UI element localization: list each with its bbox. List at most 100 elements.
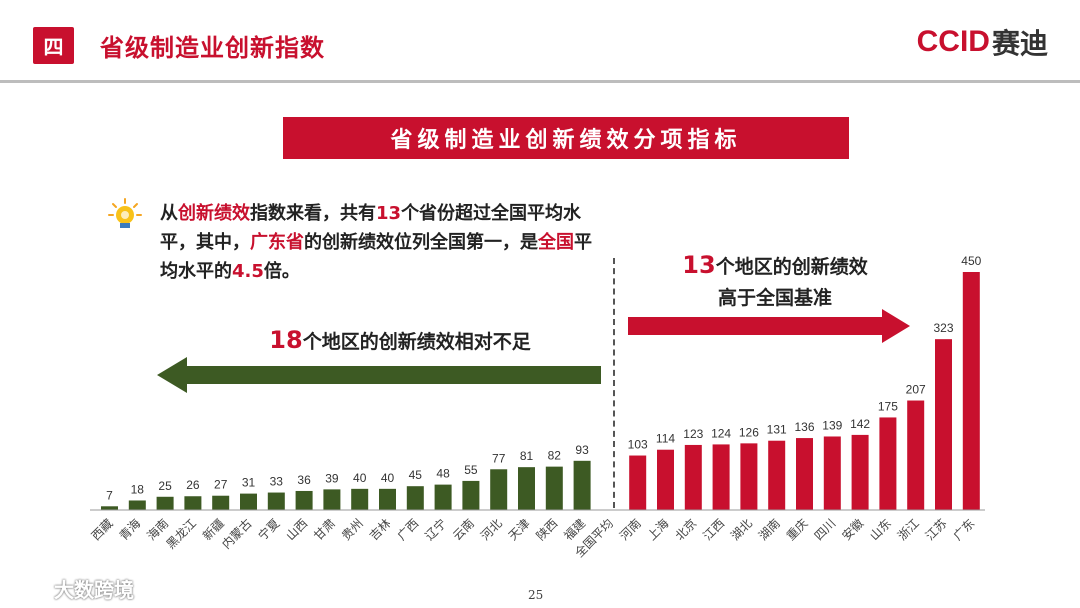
summary-part: 个省份超过全国平均水平，其中， (160, 203, 582, 253)
tick-label-宁夏: 宁夏 (255, 516, 283, 544)
tick-label-广东: 广东 (951, 516, 978, 543)
bar-湖南 (768, 440, 786, 510)
page-title: 省级制造业创新指数 (100, 34, 325, 62)
left-arrow-icon (157, 357, 601, 393)
watermark-text: 大数跨境 (54, 578, 134, 602)
data-label-青海: 18 (131, 482, 145, 496)
bar-广西 (406, 486, 424, 510)
tick-label-贵州: 贵州 (339, 516, 366, 543)
data-label-浙江: 207 (906, 383, 926, 397)
bar-重庆 (796, 438, 813, 510)
summary-text: 从创新绩效指数来看，共有13个省份超过全国平均水平，其中，广东省的创新绩效位列全… (160, 199, 605, 286)
above-average-count: 13 (682, 251, 716, 279)
summary-part: 指数来看，共有 (250, 203, 376, 224)
section-badge: 四 (33, 27, 74, 64)
above-average-text2: 高于全国基准 (717, 287, 832, 309)
bar-新疆 (212, 495, 230, 510)
summary-part: 平均水平的 (160, 232, 592, 282)
bar-北京 (684, 444, 702, 510)
bar-西藏 (101, 506, 118, 510)
summary-highlight: 广东省 (250, 232, 304, 253)
tick-label-浙江: 浙江 (895, 516, 922, 543)
bar-内蒙古 (240, 493, 257, 510)
tick-label-北京: 北京 (673, 516, 700, 543)
summary-part: 倍。 (263, 261, 300, 282)
bar-宁夏 (267, 492, 285, 510)
tick-label-陕西: 陕西 (533, 516, 561, 544)
bar-江苏 (935, 339, 952, 510)
data-label-陕西: 82 (548, 449, 562, 463)
bar-云南 (462, 480, 480, 510)
summary-highlight: 4.5 (232, 261, 264, 282)
bar-河北 (490, 469, 508, 510)
tick-label-青海: 青海 (116, 516, 144, 544)
bar-青海 (128, 500, 146, 510)
right-arrow-icon (628, 309, 910, 343)
tick-label-江西: 江西 (700, 516, 727, 543)
data-label-江苏: 323 (933, 321, 953, 335)
bar-吉林 (379, 488, 396, 510)
summary-part: 从 (160, 203, 178, 224)
data-label-贵州: 40 (353, 471, 367, 485)
tick-label-江苏: 江苏 (923, 516, 950, 543)
data-label-新疆: 27 (214, 478, 228, 492)
tick-label-安徽: 安徽 (839, 516, 867, 544)
bar-贵州 (351, 488, 369, 510)
data-label-湖北: 126 (739, 425, 759, 439)
bar-山西 (295, 490, 313, 510)
watermark-logo-icon (11, 579, 45, 598)
header-bar: 四 省级制造业创新指数 CCID 赛迪 (0, 0, 1080, 80)
data-label-广西: 45 (409, 468, 423, 482)
tick-label-湖南: 湖南 (755, 516, 783, 544)
tick-label-甘肃: 甘肃 (311, 516, 338, 543)
data-label-甘肃: 39 (325, 471, 339, 485)
data-label-宁夏: 33 (270, 475, 284, 489)
data-label-四川: 139 (822, 418, 842, 432)
below-average-callout: 18个地区的创新绩效相对不足 (200, 326, 600, 354)
tick-label-天津: 天津 (506, 516, 533, 543)
brand-latin: CCID (916, 25, 990, 58)
bar-安徽 (851, 434, 869, 510)
bar-湖北 (740, 443, 758, 510)
bar-广东 (962, 272, 980, 510)
data-label-辽宁: 48 (436, 467, 450, 481)
tick-label-云南: 云南 (449, 516, 477, 544)
data-label-吉林: 40 (381, 471, 395, 485)
below-average-count: 18 (269, 326, 303, 354)
bar-江西 (712, 444, 730, 510)
tick-label-湖北: 湖北 (727, 516, 755, 544)
tick-label-山西: 山西 (283, 516, 310, 543)
data-label-福建: 93 (575, 443, 589, 457)
data-label-黑龙江: 26 (186, 478, 200, 492)
average-divider-line (613, 258, 615, 508)
bar-上海 (657, 449, 674, 510)
bar-福建 (573, 460, 591, 510)
tick-label-山东: 山东 (867, 516, 894, 543)
data-label-重庆: 136 (794, 420, 814, 434)
summary-highlight: 13 (376, 203, 402, 224)
tick-label-吉林: 吉林 (367, 516, 394, 543)
tick-label-河北: 河北 (478, 516, 505, 543)
bar-河南 (629, 455, 647, 510)
tick-label-内蒙古: 内蒙古 (219, 516, 255, 552)
data-label-山东: 175 (878, 399, 898, 413)
data-label-山西: 36 (297, 473, 311, 487)
data-label-天津: 81 (520, 449, 534, 463)
data-label-广东: 450 (961, 254, 981, 268)
watermark: 大数跨境 (10, 574, 134, 603)
brand-chinese: 赛迪 (991, 27, 1048, 60)
data-label-江西: 124 (711, 426, 731, 440)
above-average-callout: 13个地区的创新绩效 高于全国基准 (620, 250, 930, 314)
data-label-河南: 103 (628, 438, 648, 452)
data-label-上海: 114 (656, 432, 675, 446)
brand-logo: CCID 赛迪 (917, 22, 1048, 62)
data-label-内蒙古: 31 (242, 476, 256, 490)
page-number: 25 (528, 588, 544, 602)
tick-label-广西: 广西 (395, 516, 422, 543)
data-label-海南: 25 (158, 479, 172, 493)
bar-辽宁 (434, 484, 452, 510)
tick-label-河南: 河南 (616, 516, 644, 544)
bar-海南 (156, 496, 174, 510)
above-average-text1: 个地区的创新绩效 (715, 256, 868, 278)
